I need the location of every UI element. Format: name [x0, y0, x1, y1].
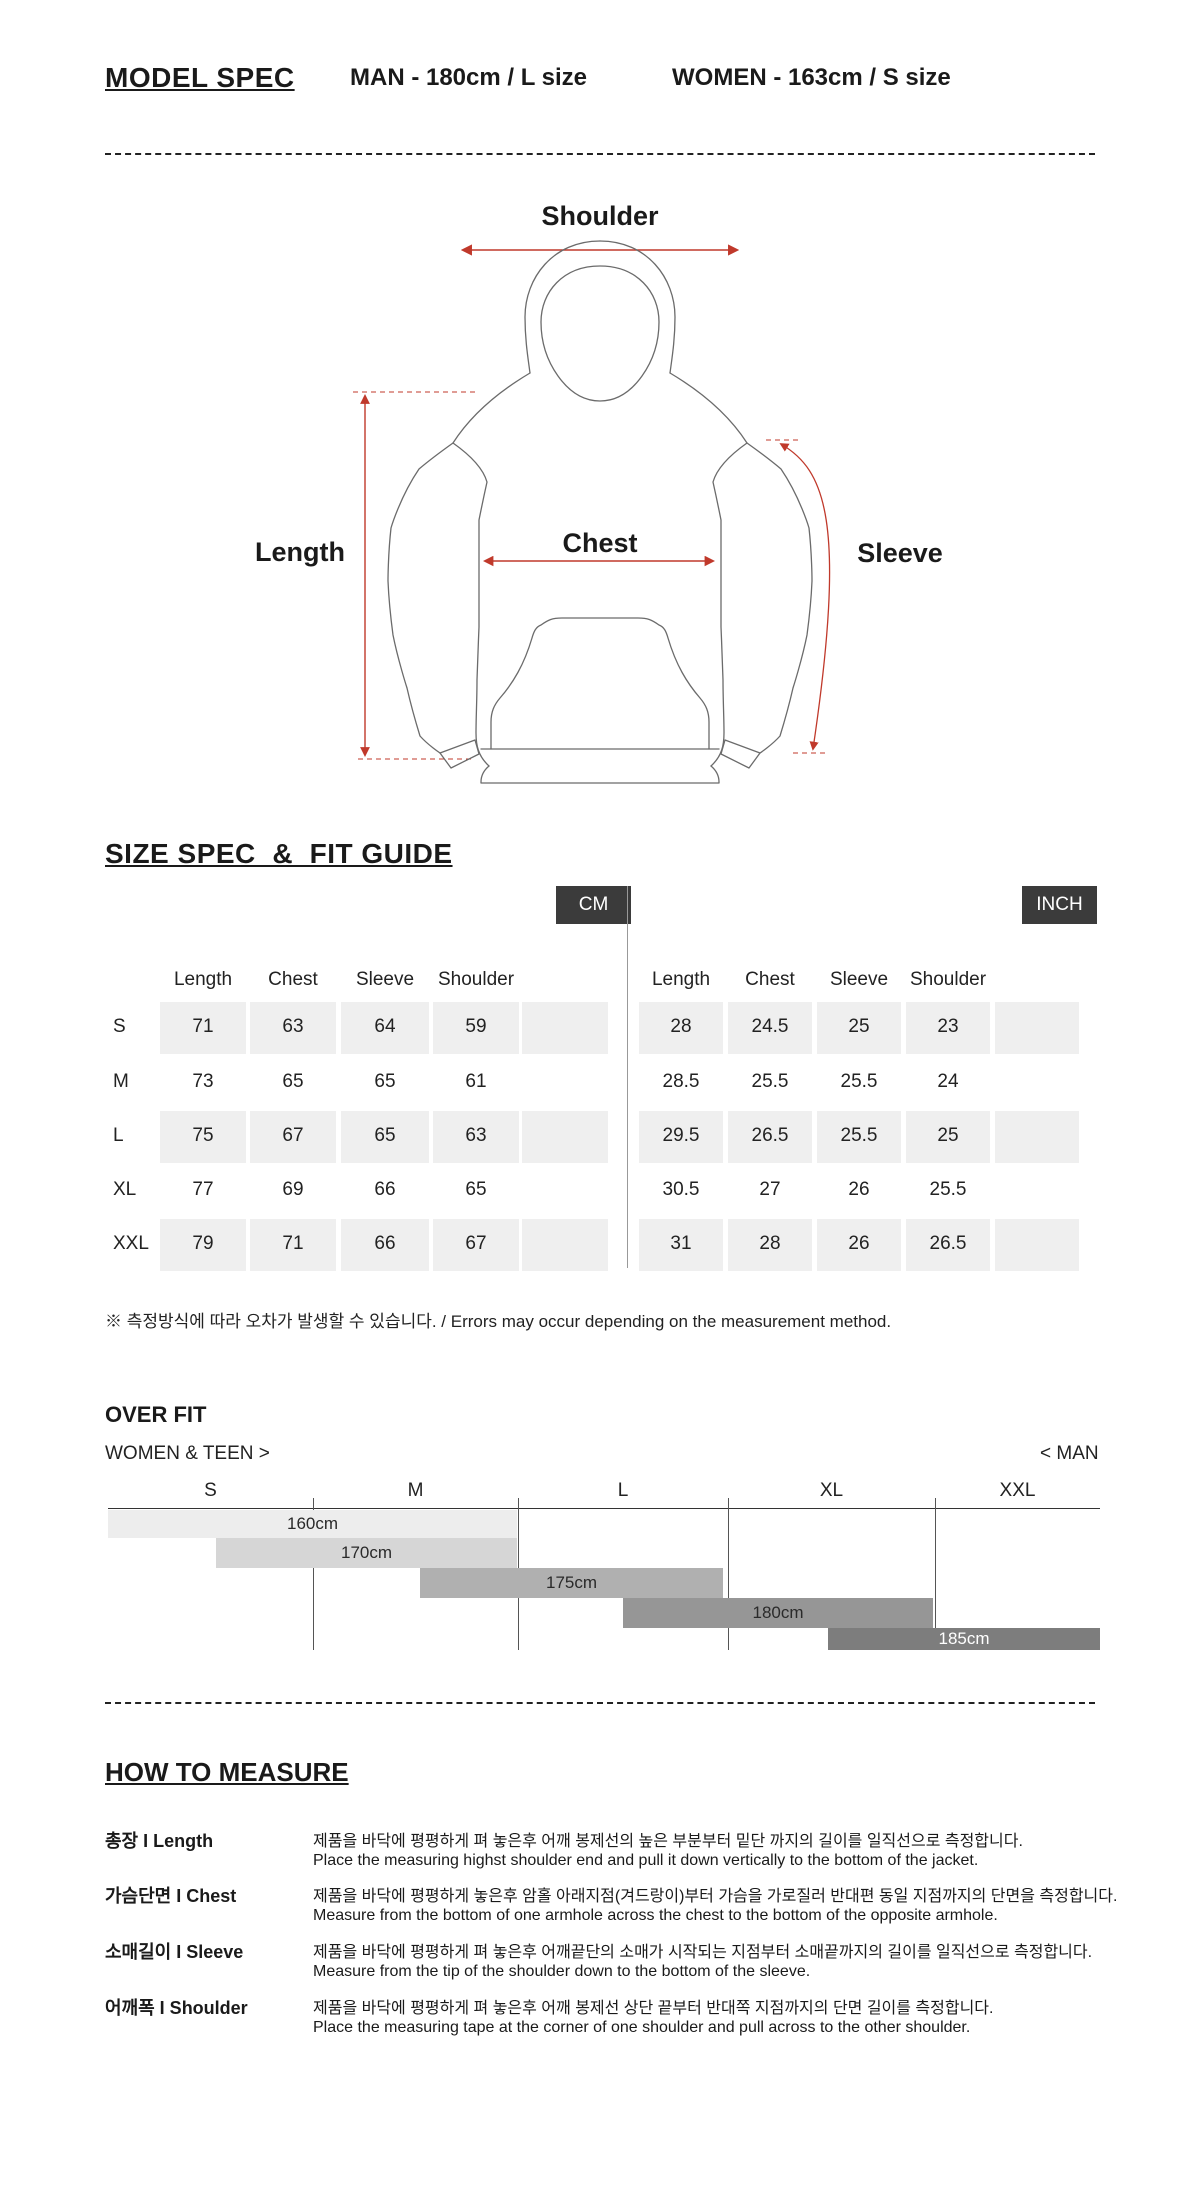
svg-text:Length: Length [255, 537, 345, 567]
svg-text:Sleeve: Sleeve [857, 538, 943, 568]
svg-text:Chest: Chest [562, 528, 637, 558]
svg-text:Shoulder: Shoulder [541, 201, 658, 231]
